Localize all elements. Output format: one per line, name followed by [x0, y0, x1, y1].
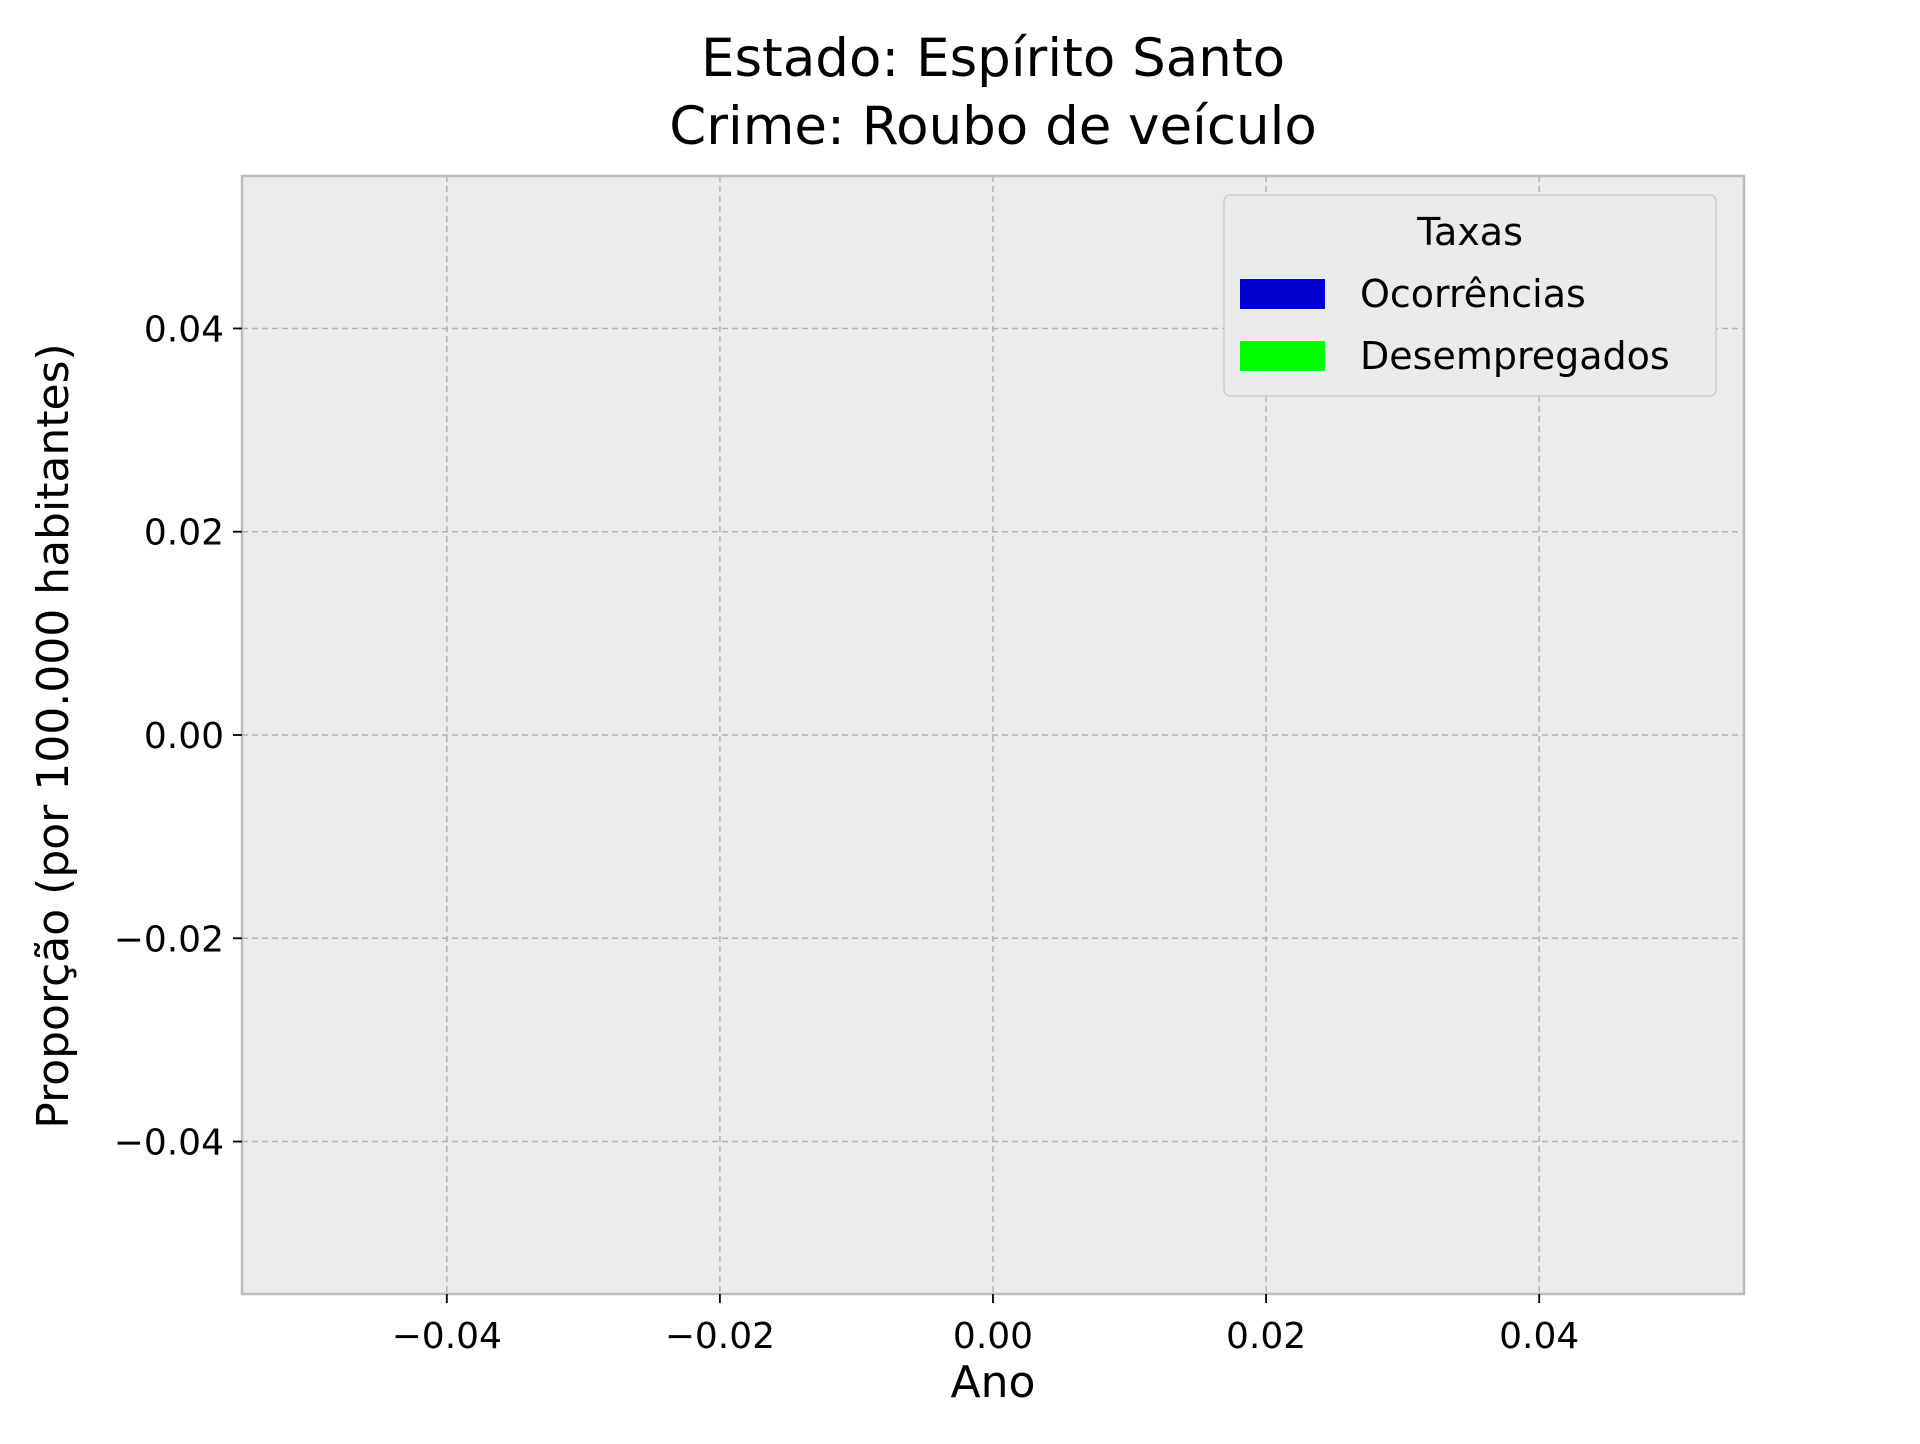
legend: Taxas Ocorrências Desempregados	[1223, 194, 1717, 397]
y-tick-label: −0.02	[114, 919, 224, 960]
y-tick-label: −0.04	[114, 1123, 224, 1164]
x-tick-label: 0.00	[953, 1316, 1033, 1357]
x-tick-label: −0.02	[665, 1316, 775, 1357]
legend-swatch-ocorrencias	[1240, 279, 1325, 309]
y-axis-label: Proporção (por 100.000 habitantes)	[28, 343, 79, 1128]
x-tick-label: −0.04	[392, 1316, 502, 1357]
legend-box	[1223, 194, 1717, 397]
legend-swatch-desempregados	[1240, 341, 1325, 371]
y-tick-label: 0.04	[144, 309, 224, 350]
chart-title-line-2: Crime: Roubo de veículo	[669, 96, 1317, 157]
x-axis-label: Ano	[951, 1357, 1036, 1408]
x-tick-label: 0.02	[1226, 1316, 1306, 1357]
legend-label-ocorrencias: Ocorrências	[1360, 272, 1586, 316]
legend-title: Taxas	[1416, 210, 1523, 254]
y-axis-ticks: −0.04 −0.02 0.00 0.02 0.04	[114, 309, 242, 1164]
chart-title-line-1: Estado: Espírito Santo	[701, 28, 1285, 89]
x-axis-ticks: −0.04 −0.02 0.00 0.02 0.04	[392, 1294, 1579, 1357]
y-tick-label: 0.00	[144, 716, 224, 757]
grid-lines	[242, 176, 1744, 1294]
legend-label-desempregados: Desempregados	[1360, 334, 1670, 378]
y-tick-label: 0.02	[144, 513, 224, 554]
x-tick-label: 0.04	[1499, 1316, 1579, 1357]
